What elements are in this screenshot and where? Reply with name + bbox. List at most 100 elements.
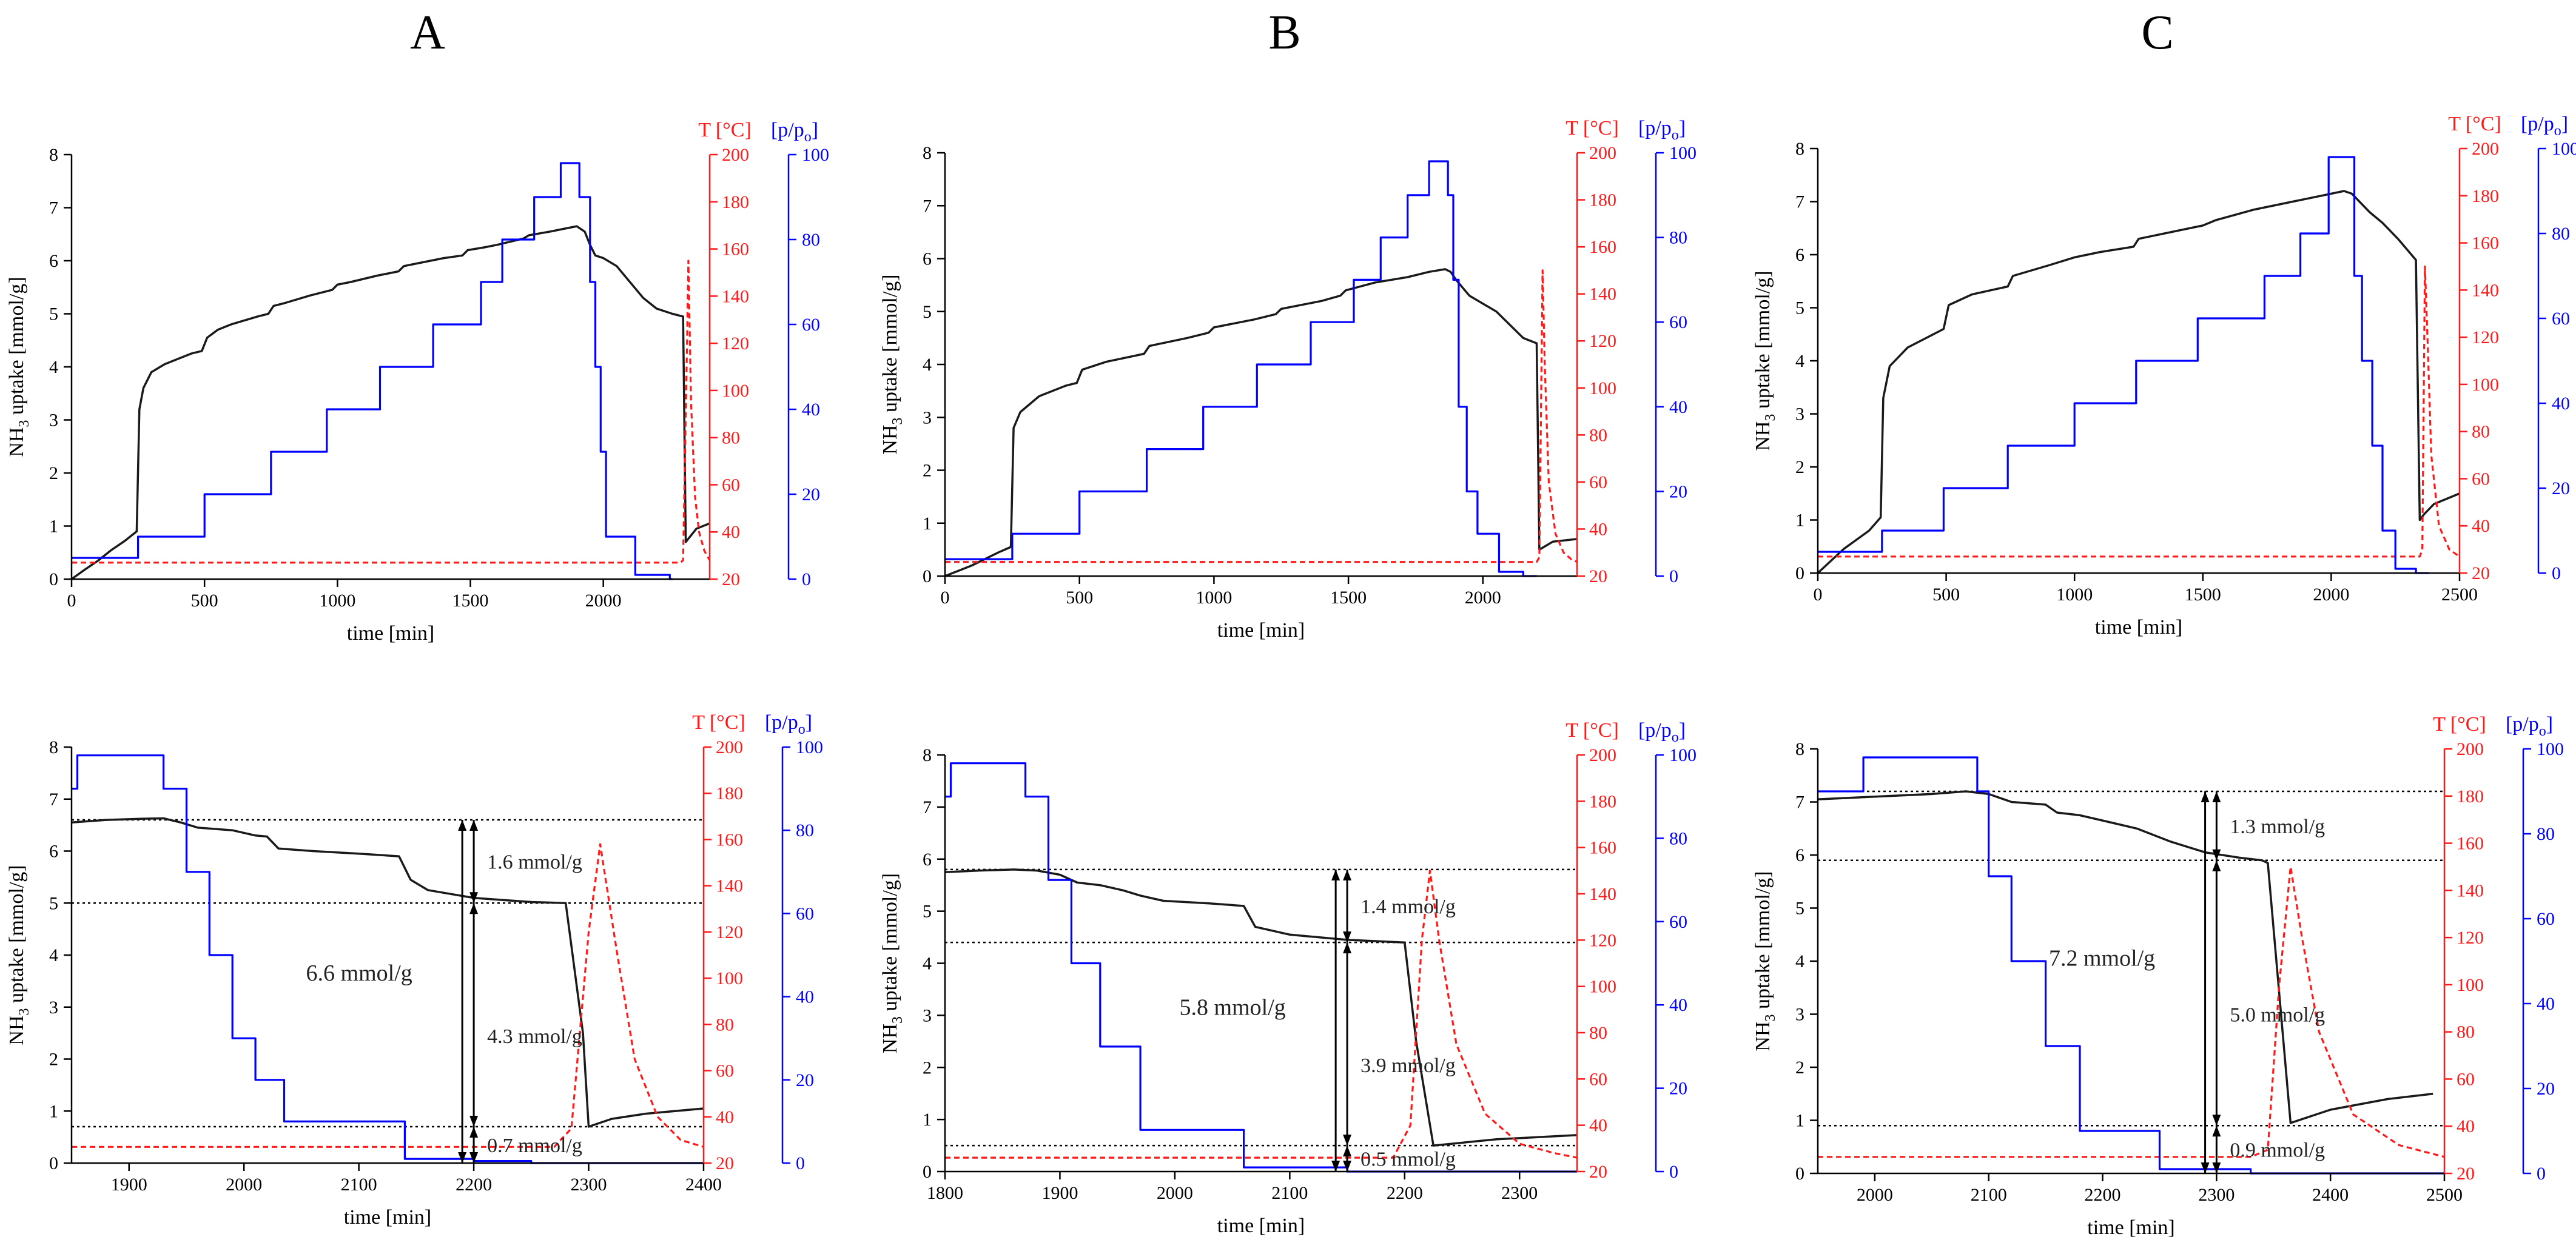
chart-a-bottom-strong-arrow-head: [469, 1115, 479, 1127]
chart-b-bottom-y2-axis-title: T [°C]: [1565, 719, 1619, 742]
chart-c-top-y3-tick-label: 40: [2552, 394, 2570, 414]
chart-b-top-y2-axis-title: T [°C]: [1565, 117, 1619, 139]
chart-c-top-x-tick-label: 1500: [2185, 585, 2221, 605]
chart-a-top-y3-tick-label: 40: [802, 400, 820, 420]
charts-group: 0 500 1000 1500 2000012345678204060801001201…: [5, 113, 2576, 1239]
chart-a-bottom-y-tick-label: 6: [49, 842, 58, 862]
chart-a-bottom-y3-tick-label: 0: [796, 1153, 805, 1173]
chart-c-top-y2-tick-label: 20: [2472, 563, 2490, 583]
chart-a-top-y-tick-label: 0: [49, 569, 58, 589]
chart-b-bottom-y2-tick-label: 120: [1589, 930, 1616, 950]
chart-b-bottom-strong-arrow-head: [1343, 942, 1352, 954]
chart-a-top-y2-tick-label: 200: [722, 145, 749, 165]
chart-b-top-y2-tick-label: 160: [1589, 237, 1616, 257]
chart-c-top-y2-tick-label: 40: [2472, 516, 2490, 536]
chart-a-bottom-residual-arrow-head: [469, 1152, 479, 1163]
chart-b-top-y2-tick-label: 200: [1589, 143, 1616, 163]
chart-a-bottom-y-axis-title: NH3 uptake [mmol/g]: [5, 865, 32, 1045]
chart-a-top-y3-tick-label: 20: [802, 485, 820, 505]
chart-a-bottom-y2-tick-label: 80: [716, 1015, 734, 1035]
chart-c-bottom-uptake-series-line: [1818, 790, 2433, 1124]
chart-c-top-x-tick-label: 1000: [2056, 585, 2093, 605]
chart-a-bottom-annotation-weak: 1.6 mmol/g: [487, 851, 582, 874]
chart-a-top-x-axis-title: time [min]: [347, 622, 434, 645]
chart-a-bottom-y2-tick-label: 40: [716, 1107, 734, 1127]
chart-a-bottom-y2-axis-title: T [°C]: [692, 711, 745, 734]
chart-a-top-x-tick-label: 1000: [319, 591, 355, 611]
chart-a-bottom-y2-tick-label: 20: [716, 1153, 734, 1173]
chart-c-top: 0 500 1000 1500 2000 250001234567820406080100…: [1752, 113, 2576, 639]
chart-a-top-y2-tick-label: 60: [722, 475, 740, 495]
chart-b-bottom-y3-tick-label: 80: [1669, 828, 1687, 848]
chart-c-top-x-tick-label: 2000: [2313, 585, 2349, 605]
chart-b-top-y2-tick-label: 40: [1589, 519, 1607, 539]
chart-b-bottom-y2-tick-label: 80: [1589, 1023, 1607, 1043]
chart-c-top-x-axis-title: time [min]: [2095, 616, 2182, 639]
chart-a-bottom-y-tick-label: 5: [49, 893, 58, 913]
chart-c-top-uptake-series-line: [1818, 190, 2460, 574]
chart-a-top-x-tick-label: 1500: [452, 591, 489, 611]
chart-a-bottom-weak-arrow-head: [469, 892, 479, 904]
chart-b-top-x-axis-title: time [min]: [1217, 619, 1305, 642]
chart-a-bottom-x-tick-label: 1900: [111, 1175, 147, 1195]
chart-c-bottom-y2-tick-label: 20: [2457, 1164, 2475, 1184]
chart-b-top-x-tick-label: 1500: [1330, 588, 1367, 608]
chart-c-bottom-y3-axis-title: [p/po]: [2506, 713, 2553, 739]
chart-b-top: 0 500 1000 1500 2000012345678204060801001201…: [879, 117, 1697, 642]
chart-a-bottom-annotation-residual: 0.7 mmol/g: [487, 1135, 582, 1157]
chart-a-top: 0 500 1000 1500 2000012345678204060801001201…: [5, 119, 829, 645]
chart-b-top-y2-tick-label: 80: [1589, 425, 1607, 445]
chart-a-top-y-tick-label: 5: [49, 304, 58, 324]
chart-c-bottom-y3-tick-label: 40: [2537, 994, 2555, 1014]
chart-b-top-y3-tick-label: 20: [1669, 481, 1687, 501]
chart-c-bottom-y-axis-title: NH3 uptake [mmol/g]: [1752, 871, 1778, 1051]
chart-a-bottom-y-tick-label: 3: [49, 998, 58, 1018]
chart-a-top-y-tick-label: 7: [49, 198, 58, 218]
chart-b-top-x-tick-label: 1000: [1196, 588, 1232, 608]
chart-b-top-y-tick-label: 6: [923, 249, 932, 269]
chart-c-bottom-y3-tick-label: 100: [2537, 739, 2564, 759]
chart-a-top-x-tick-label: 0: [67, 591, 76, 611]
chart-c-bottom: 2000 2100 2200 2300 2400 25000123456782040608…: [1752, 713, 2564, 1239]
chart-c-top-y2-axis-title: T [°C]: [2448, 113, 2501, 135]
chart-c-top-y-tick-label: 6: [1795, 245, 1804, 265]
chart-a-bottom: 1900 2000 2100 2200 2300 24000123456782040608…: [5, 711, 823, 1229]
chart-a-bottom-weak-arrow-head: [469, 820, 479, 831]
chart-a-bottom-total-arrow-head: [458, 1152, 467, 1163]
chart-b-top-y2-tick-label: 120: [1589, 331, 1616, 351]
chart-b-bottom: 1800 1900 2000 2100 2200 23000123456782040608…: [879, 719, 1697, 1237]
panel-letter-c: C: [2141, 6, 2173, 59]
panel-letter-b: B: [1268, 6, 1300, 59]
chart-c-top-y3-tick-label: 60: [2552, 309, 2570, 329]
chart-b-top-y-tick-label: 8: [923, 143, 932, 163]
chart-b-top-y-tick-label: 7: [923, 196, 932, 216]
chart-a-bottom-y3-axis-title: [p/po]: [765, 711, 812, 737]
chart-a-bottom-y2-tick-label: 120: [716, 922, 743, 942]
chart-a-top-y3-tick-label: 0: [802, 569, 811, 589]
chart-c-top-y-tick-label: 1: [1795, 511, 1804, 531]
chart-b-top-y-tick-label: 5: [923, 302, 932, 322]
chart-a-bottom-x-axis-title: time [min]: [344, 1206, 431, 1229]
chart-b-bottom-y2-tick-label: 40: [1589, 1116, 1607, 1136]
chart-c-bottom-x-tick-label: 2200: [2085, 1185, 2121, 1205]
chart-a-bottom-x-tick-label: 2100: [341, 1175, 377, 1195]
chart-b-bottom-y2-tick-label: 20: [1589, 1162, 1607, 1182]
chart-b-top-y-tick-label: 3: [923, 407, 932, 428]
chart-c-bottom-strong-arrow-head: [2212, 860, 2221, 871]
chart-c-bottom-x-tick-label: 2000: [1857, 1185, 1893, 1205]
chart-c-bottom-x-tick-label: 2300: [2198, 1185, 2235, 1205]
chart-b-top-y3-tick-label: 100: [1669, 143, 1697, 163]
chart-c-bottom-y2-tick-label: 100: [2457, 975, 2484, 995]
chart-b-top-y2-tick-label: 60: [1589, 472, 1607, 492]
chart-a-bottom-y2-tick-label: 100: [716, 968, 743, 988]
chart-a-bottom-residual-arrow-head: [469, 1126, 479, 1138]
chart-b-top-y3-axis-title: [p/po]: [1638, 117, 1686, 143]
chart-c-bottom-weak-arrow-head: [2212, 791, 2221, 802]
chart-c-top-y3-tick-label: 20: [2552, 478, 2570, 498]
chart-c-bottom-y2-tick-label: 80: [2457, 1022, 2475, 1042]
chart-b-top-y-tick-label: 1: [923, 514, 932, 534]
chart-c-top-y2-tick-label: 160: [2472, 233, 2499, 253]
chart-c-bottom-y-tick-label: 8: [1795, 739, 1804, 759]
chart-b-top-uptake-series-line: [945, 268, 1577, 577]
chart-b-bottom-y-tick-label: 6: [923, 850, 932, 870]
